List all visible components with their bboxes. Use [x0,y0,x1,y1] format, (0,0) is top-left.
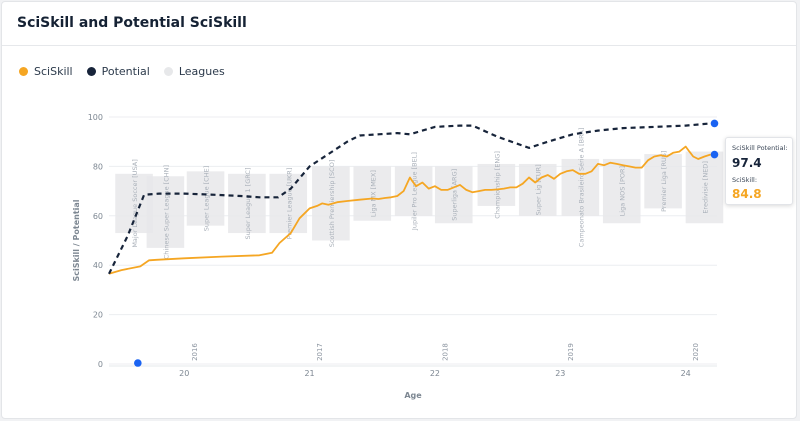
year-tick-label: 2018 [441,343,449,361]
league-label: Liga MX [MEX] [369,170,377,217]
year-tick-label: 2016 [191,343,199,361]
league-band [602,158,641,224]
league-label: Eredivisie [NED] [701,161,709,214]
series-lines [108,122,711,275]
league-band [228,173,266,234]
y-axis-title: SciSkill / Potential [72,199,81,281]
x-tick-label: 21 [304,369,314,378]
league-label: Championship [ENG] [493,151,501,219]
y-tick-label: 20 [93,311,103,320]
grid [109,116,717,365]
y-tick-label: 100 [88,113,103,122]
legend-item-sciskill[interactable]: SciSkill [19,65,73,78]
x-axis-title: Age [404,391,422,400]
tooltip-potential-label: SciSkill Potential: [732,144,788,152]
y-tick-label: 60 [93,212,103,221]
league-label: Super League 1 [GRC] [244,167,252,239]
axes: 0 20 40 60 80 100 20 21 22 23 24 2016 2017 2018 2019 20… [72,113,717,400]
tooltip-sciskill-label: SciSkill: [732,176,758,184]
x-tick-label: 23 [555,369,565,378]
legend-label-sciskill: SciSkill [34,65,73,78]
league-label: Superliga [ARG] [451,169,459,221]
legend-swatch-sciskill [19,67,28,76]
league-band [394,166,433,216]
league-band [353,166,392,221]
league-label: Liga NOS [POR] [619,166,627,216]
league-band [269,173,308,234]
chart-title: SciSkill and Potential SciSkill [17,15,247,31]
y-tick-label: 0 [98,360,103,369]
tooltip: SciSkill Potential: 97.4 SciSkill: 84.8 [725,137,793,205]
league-bands: Major League Soccer [USA] Chinese Super L… [115,128,724,259]
league-band [685,151,724,224]
legend-swatch-leagues [163,67,173,76]
marker-point [710,119,719,128]
league-label: Premier League [UKR] [285,168,293,240]
legend: SciSkill Potential Leagues [19,65,239,78]
year-tick-label: 2017 [316,343,324,361]
league-band [644,154,682,209]
league-label: Super Lig [TUR] [535,164,543,215]
league-band [518,163,557,216]
y-tick-label: 40 [93,261,103,270]
league-band [146,176,185,248]
marker-point [134,359,142,367]
league-label: Campeonato Brasileiro Série A [BRA] [577,128,585,248]
league-band [434,166,473,224]
league-label: Super League [CHE] [203,166,211,232]
tooltip-sciskill-value: 84.8 [732,187,762,201]
series-line-sciskill [108,145,711,275]
markers [134,119,719,367]
legend-item-leagues[interactable]: Leagues [163,65,225,78]
series-line-potential [108,122,711,275]
league-label: Premier Liga [RUS] [660,151,668,212]
legend-swatch-potential [86,67,96,76]
marker-point [710,150,719,159]
legend-label-leagues: Leagues [178,65,225,78]
league-band [186,171,225,226]
x-tick-label: 24 [681,369,691,378]
league-label: Chinese Super League [CHN] [162,165,170,259]
league-label: Jupiler Pro League [BEL] [411,152,419,231]
league-label: Major League Soccer [USA] [131,159,139,247]
tooltip-potential-value: 97.4 [732,156,762,170]
year-tick-label: 2020 [692,343,700,361]
legend-label-potential: Potential [101,65,150,78]
x-tick-label: 22 [430,369,440,378]
league-band [477,163,516,206]
title-divider [2,45,796,46]
x-tick-label: 20 [179,369,189,378]
year-tick-label: 2019 [567,343,575,361]
legend-item-potential[interactable]: Potential [86,65,150,78]
y-tick-label: 80 [93,162,103,171]
